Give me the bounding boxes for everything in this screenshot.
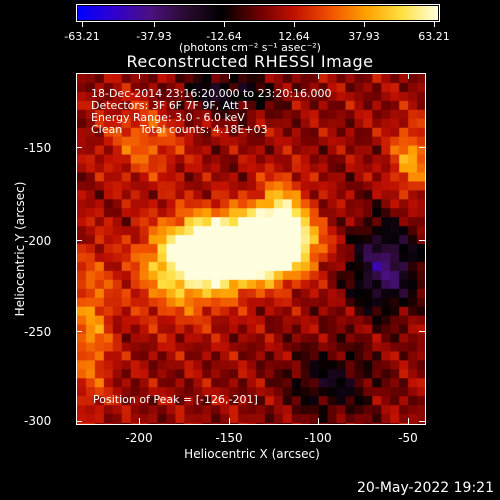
y-tick-label: -150 xyxy=(24,141,52,155)
y-tick xyxy=(419,421,425,422)
y-axis-label: Heliocentric Y (arcsec) xyxy=(13,181,27,317)
x-tick xyxy=(408,73,409,79)
colorbar-units-label: (photons cm⁻² s⁻¹ asec⁻²) xyxy=(179,41,321,54)
x-tick xyxy=(229,73,230,79)
x-tick xyxy=(229,418,230,424)
info-clean-counts: Clean Total counts: 4.18E+03 xyxy=(91,123,268,136)
x-tick xyxy=(318,418,319,424)
colorbar-tick xyxy=(82,22,83,27)
colorbar xyxy=(76,4,440,22)
colorbar-tick xyxy=(364,22,365,27)
y-tick xyxy=(419,240,425,241)
x-tick xyxy=(139,73,140,79)
info-time-range: 18-Dec-2014 23:16:20.000 to 23:20:16.000 xyxy=(91,87,332,100)
peak-position-label: Position of Peak = [-126,-201] xyxy=(93,393,258,406)
colorbar-tick-label: 37.93 xyxy=(348,30,380,43)
x-tick-label: -200 xyxy=(125,431,153,445)
x-tick-label: -150 xyxy=(215,431,243,445)
y-tick-label: -300 xyxy=(24,414,52,428)
y-tick xyxy=(76,331,82,332)
colorbar-tick xyxy=(434,22,435,27)
y-tick xyxy=(76,240,82,241)
x-tick xyxy=(318,73,319,79)
x-axis-label: Heliocentric X (arcsec) xyxy=(184,447,320,461)
colorbar-tick-label: -37.93 xyxy=(136,30,172,43)
y-tick xyxy=(419,147,425,148)
colorbar-tick-label: 12.64 xyxy=(278,30,310,43)
x-tick xyxy=(408,418,409,424)
heatmap-image xyxy=(77,74,425,424)
info-energy-range: Energy Range: 3.0 - 6.0 keV xyxy=(91,111,245,124)
info-detectors: Detectors: 3F 6F 7F 9F, Att 1 xyxy=(91,99,250,112)
y-tick xyxy=(419,331,425,332)
timestamp: 20-May-2022 19:21 xyxy=(356,480,494,496)
x-tick xyxy=(139,418,140,424)
colorbar-tick-label: -12.64 xyxy=(206,30,242,43)
y-tick-label: -200 xyxy=(24,234,52,248)
x-tick-label: -100 xyxy=(304,431,332,445)
y-tick xyxy=(76,147,82,148)
plot-title: Reconstructed RHESSI Image xyxy=(126,52,374,71)
colorbar-tick xyxy=(154,22,155,27)
image-plot-area: 18-Dec-2014 23:16:20.000 to 23:20:16.000… xyxy=(76,73,426,425)
colorbar-tick-label: 63.21 xyxy=(418,30,450,43)
x-tick-label: -50 xyxy=(398,431,418,445)
colorbar-tick xyxy=(224,22,225,27)
y-tick xyxy=(76,421,82,422)
colorbar-gradient xyxy=(78,6,438,20)
colorbar-tick-label: -63.21 xyxy=(64,30,100,43)
y-tick-label: -250 xyxy=(24,325,52,339)
colorbar-tick xyxy=(294,22,295,27)
